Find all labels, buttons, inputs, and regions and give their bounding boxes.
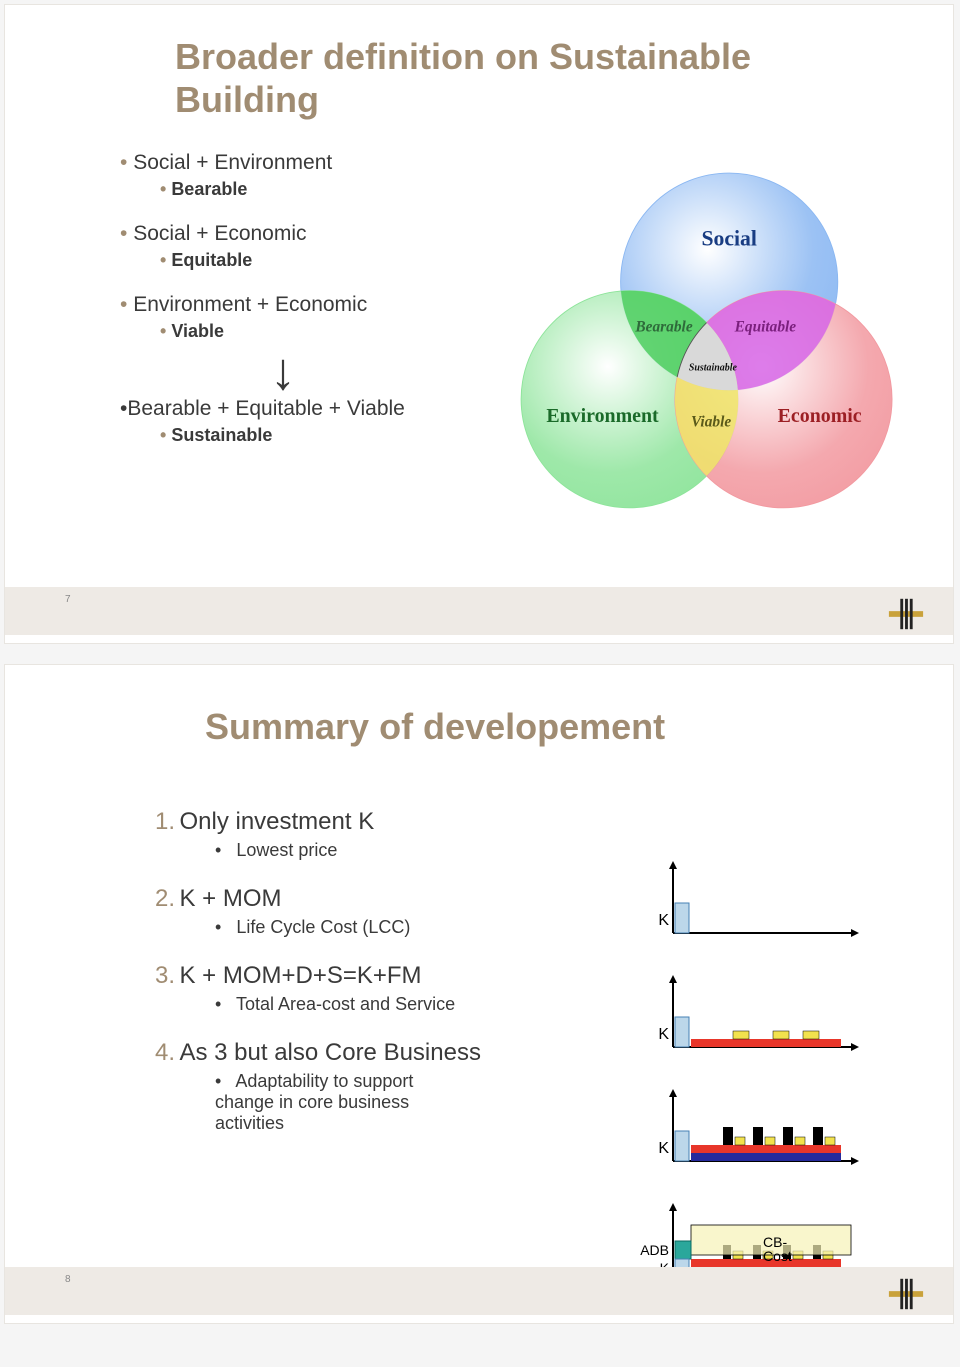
item-number: 1. xyxy=(155,808,175,835)
chart-2: K xyxy=(633,969,893,1059)
svg-text:Sustainable: Sustainable xyxy=(689,362,738,373)
svg-text:Cost: Cost xyxy=(763,1248,792,1264)
definition-list: Social + Environment Bearable Social + E… xyxy=(120,151,450,445)
svg-text:Bearable: Bearable xyxy=(634,318,692,335)
chart-1: K xyxy=(633,855,893,945)
svg-text:Social: Social xyxy=(701,226,756,250)
item-sub: Viable xyxy=(160,321,450,342)
svg-text:Equitable: Equitable xyxy=(734,318,797,335)
page-number: 7 xyxy=(65,594,71,605)
item-number: 2. xyxy=(155,885,175,912)
item-sub: Equitable xyxy=(160,250,450,271)
item-title: K + MOM xyxy=(179,885,281,912)
item-title: As 3 but also Core Business xyxy=(179,1039,481,1066)
chart-3: K xyxy=(633,1083,893,1173)
list-item: 2. K + MOM Life Cycle Cost (LCC) xyxy=(155,885,515,938)
item-number: 4. xyxy=(155,1039,175,1066)
list-item: Social + Economic Equitable xyxy=(120,222,450,271)
list-item: 4. As 3 but also Core Business Adaptabil… xyxy=(155,1039,515,1134)
item-sub: Life Cycle Cost (LCC) xyxy=(215,917,515,938)
list-item: Social + Environment Bearable xyxy=(120,151,450,200)
svg-text:ADB: ADB xyxy=(640,1242,669,1258)
svg-text:Viable: Viable xyxy=(691,413,731,430)
item-main: Social + Environment xyxy=(120,151,332,174)
svg-text:K: K xyxy=(658,1026,669,1043)
slide-title: Broader definition on Sustainable Buildi… xyxy=(175,35,903,121)
arrow-down-icon: ↓ xyxy=(270,354,450,390)
footer-bar xyxy=(5,1267,953,1315)
list-item: •Bearable + Equitable + Viable Sustainab… xyxy=(120,397,450,446)
footer-logo-icon xyxy=(887,595,925,633)
slide-title: Summary of developement xyxy=(205,705,903,748)
item-title: Only investment K xyxy=(179,808,374,835)
svg-text:Economic: Economic xyxy=(778,405,862,427)
list-item: 1. Only investment K Lowest price xyxy=(155,808,515,861)
item-sub: Lowest price xyxy=(215,840,515,861)
item-main: •Bearable + Equitable + Viable xyxy=(120,397,405,420)
item-main: Social + Economic xyxy=(120,222,307,245)
charts-column: K K K ADBKCB-Cost xyxy=(633,855,893,1311)
item-main: Environment + Economic xyxy=(120,293,367,316)
list-item: 3. K + MOM+D+S=K+FM Total Area-cost and … xyxy=(155,962,515,1015)
slide-8: Summary of developement 1. Only investme… xyxy=(4,664,954,1324)
venn-diagram: Social Environment Economic Bearable Equitab… xyxy=(463,155,923,535)
footer-bar xyxy=(5,587,953,635)
page-number: 8 xyxy=(65,1274,71,1285)
slide-7: Broader definition on Sustainable Buildi… xyxy=(4,4,954,644)
svg-text:K: K xyxy=(658,1140,669,1157)
summary-list: 1. Only investment K Lowest price 2. K +… xyxy=(155,808,515,1134)
item-sub: Total Area-cost and Service xyxy=(215,994,515,1015)
item-number: 3. xyxy=(155,962,175,989)
list-item: Environment + Economic Viable xyxy=(120,293,450,342)
item-sub: Bearable xyxy=(160,179,450,200)
footer-logo-icon xyxy=(887,1275,925,1313)
item-sub: Adaptability to support change in core b… xyxy=(215,1071,475,1134)
svg-text:K: K xyxy=(658,912,669,929)
svg-text:Environment: Environment xyxy=(546,405,659,427)
item-sub: Sustainable xyxy=(160,425,450,446)
item-title: K + MOM+D+S=K+FM xyxy=(179,962,421,989)
